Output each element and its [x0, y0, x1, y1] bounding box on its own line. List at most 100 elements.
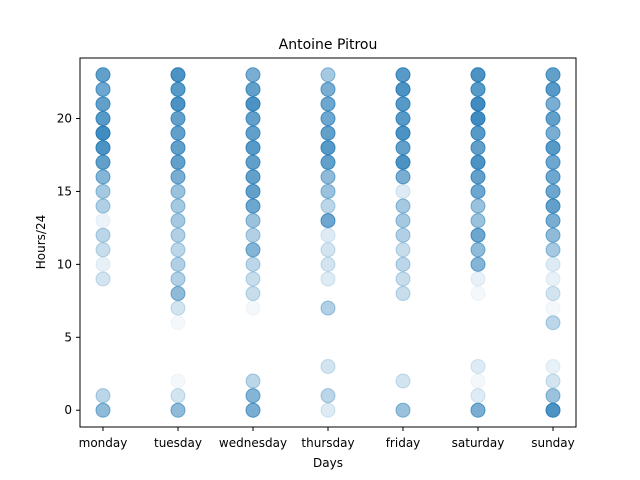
data-point — [170, 213, 186, 229]
data-point — [320, 271, 336, 287]
data-point — [95, 198, 111, 214]
data-point — [95, 169, 111, 185]
data-point — [320, 213, 336, 229]
data-point — [470, 125, 486, 141]
x-tick-label: friday — [386, 436, 421, 450]
data-point — [245, 242, 261, 258]
data-point — [95, 67, 111, 83]
data-point — [320, 388, 336, 404]
x-tick-label: saturday — [452, 436, 505, 450]
data-point — [470, 96, 486, 112]
data-point — [320, 111, 336, 127]
data-point — [320, 402, 336, 418]
data-point — [95, 256, 111, 272]
data-point — [320, 140, 336, 156]
data-point — [170, 256, 186, 272]
data-point — [245, 213, 261, 229]
data-point — [320, 183, 336, 199]
data-point — [170, 402, 186, 418]
chart-title: Antoine Pitrou — [279, 37, 378, 53]
data-point — [545, 81, 561, 97]
data-point — [470, 242, 486, 258]
data-point — [545, 183, 561, 199]
data-point — [320, 125, 336, 141]
y-axis-title: Hours/24 — [34, 215, 48, 269]
data-point — [245, 227, 261, 243]
x-tick-label: thursday — [301, 436, 354, 450]
data-point — [245, 111, 261, 127]
data-point — [320, 300, 336, 316]
data-point — [95, 227, 111, 243]
data-point — [545, 198, 561, 214]
data-point — [545, 96, 561, 112]
data-point — [545, 402, 561, 418]
data-point — [470, 198, 486, 214]
data-point — [245, 183, 261, 199]
data-point — [95, 388, 111, 404]
data-point — [245, 388, 261, 404]
data-point — [545, 154, 561, 170]
data-point — [95, 271, 111, 287]
data-point — [470, 402, 486, 418]
data-point — [470, 227, 486, 243]
data-point — [95, 140, 111, 156]
data-point — [470, 81, 486, 97]
data-point — [95, 111, 111, 127]
data-point — [545, 256, 561, 272]
data-point — [245, 198, 261, 214]
data-point — [245, 271, 261, 287]
data-point — [395, 81, 411, 97]
data-point — [320, 256, 336, 272]
data-point — [320, 169, 336, 185]
data-point — [395, 271, 411, 287]
points-layer — [95, 67, 561, 418]
data-point — [245, 154, 261, 170]
data-point — [470, 111, 486, 127]
data-point — [245, 96, 261, 112]
data-point — [395, 227, 411, 243]
data-point — [170, 125, 186, 141]
data-point — [470, 256, 486, 272]
data-point — [245, 67, 261, 83]
data-point — [470, 358, 486, 374]
data-point — [545, 271, 561, 287]
data-point — [95, 402, 111, 418]
data-point — [245, 81, 261, 97]
data-point — [170, 300, 186, 316]
data-point — [395, 140, 411, 156]
data-point — [170, 81, 186, 97]
data-point — [245, 373, 261, 389]
data-point — [170, 242, 186, 258]
x-tick-label: monday — [79, 436, 128, 450]
data-point — [395, 67, 411, 83]
data-point — [170, 373, 186, 389]
data-point — [395, 213, 411, 229]
data-point — [170, 198, 186, 214]
data-point — [170, 227, 186, 243]
data-point — [470, 271, 486, 287]
data-point — [470, 140, 486, 156]
data-point — [95, 96, 111, 112]
data-point — [95, 154, 111, 170]
data-point — [95, 213, 111, 229]
data-point — [545, 315, 561, 331]
data-point — [245, 140, 261, 156]
data-point — [395, 242, 411, 258]
data-point — [170, 111, 186, 127]
data-point — [545, 388, 561, 404]
data-point — [320, 358, 336, 374]
data-point — [95, 81, 111, 97]
data-point — [320, 242, 336, 258]
data-point — [95, 183, 111, 199]
data-point — [470, 213, 486, 229]
data-point — [395, 286, 411, 302]
data-point — [395, 256, 411, 272]
data-point — [545, 227, 561, 243]
data-point — [545, 373, 561, 389]
data-point — [470, 183, 486, 199]
y-tick-label: 5 — [64, 330, 72, 344]
data-point — [470, 388, 486, 404]
data-point — [170, 286, 186, 302]
